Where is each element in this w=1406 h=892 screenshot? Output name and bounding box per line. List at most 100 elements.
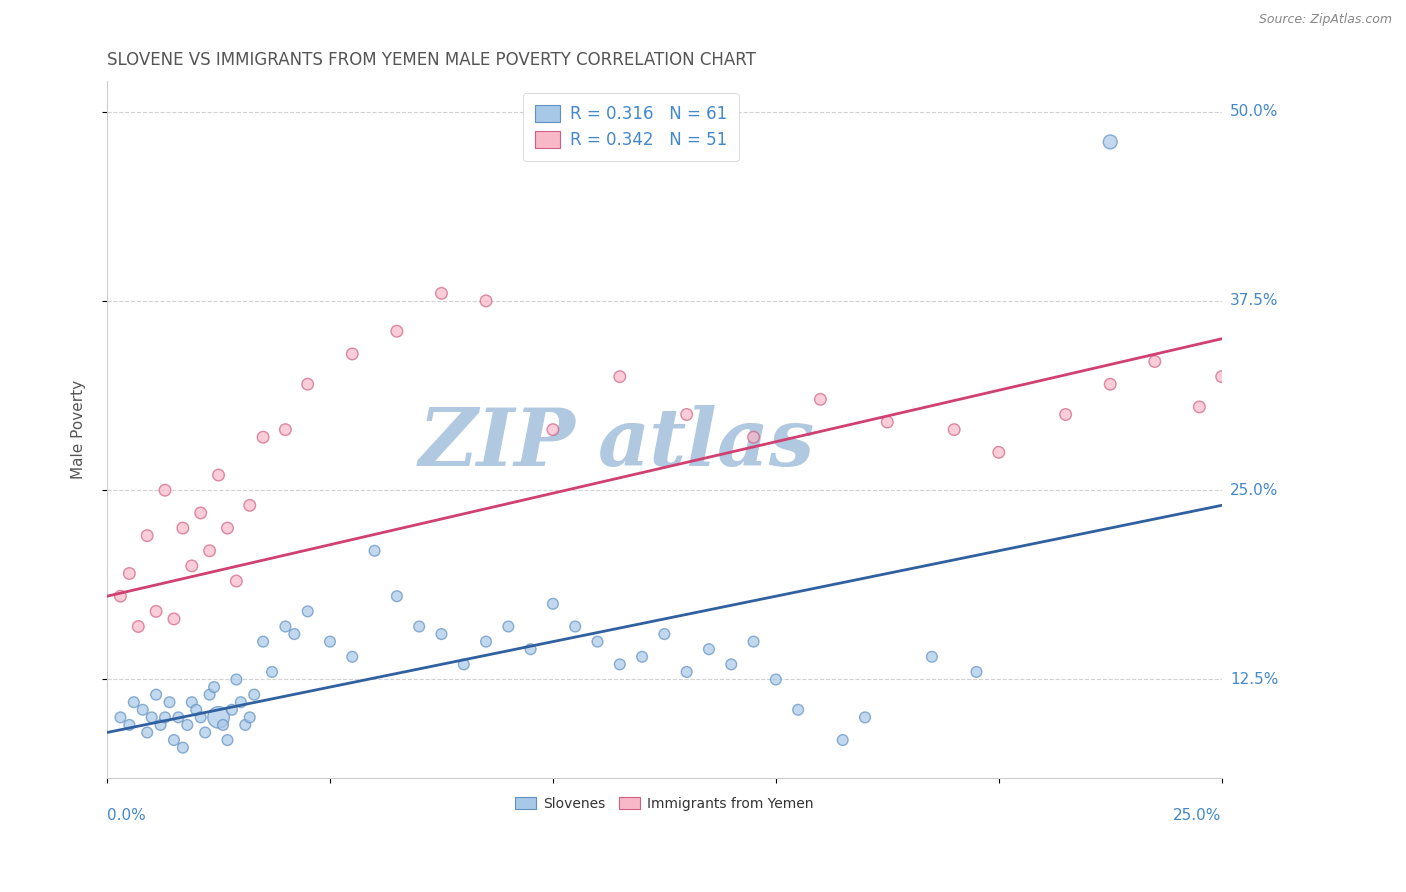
Point [132,703,155,717]
Point [118,566,141,581]
Point [212,718,235,732]
Point [609,369,631,384]
Point [430,627,453,641]
Point [765,673,787,687]
Point [136,725,159,739]
Point [342,649,364,664]
Text: 37.5%: 37.5% [1230,293,1278,309]
Point [1367,293,1389,308]
Point [1099,135,1122,149]
Point [207,468,229,483]
Point [207,710,229,724]
Text: SLOVENE VS IMMIGRANTS FROM YEMEN MALE POVERTY CORRELATION CHART: SLOVENE VS IMMIGRANTS FROM YEMEN MALE PO… [107,51,756,69]
Point [136,528,159,542]
Text: 25.0%: 25.0% [1174,808,1222,823]
Point [921,649,943,664]
Point [176,718,198,732]
Point [675,408,697,422]
Text: 0.0%: 0.0% [107,808,146,823]
Point [475,293,498,308]
Point [198,543,221,558]
Point [654,627,676,641]
Point [742,430,765,444]
Point [167,710,190,724]
Point [283,627,305,641]
Point [430,286,453,301]
Point [202,680,225,694]
Text: atlas: atlas [598,405,815,483]
Point [498,619,520,633]
Point [217,733,239,747]
Point [141,710,163,724]
Point [163,612,186,626]
Point [233,718,256,732]
Point [586,634,609,648]
Point [943,423,966,437]
Point [153,710,176,724]
Point [519,642,541,657]
Point [1211,369,1233,384]
Point [110,589,132,603]
Point [1277,317,1299,331]
Point [274,619,297,633]
Point [225,574,247,588]
Point [1233,438,1256,452]
Point [110,710,132,724]
Point [243,688,266,702]
Point [541,423,564,437]
Point [1322,278,1344,293]
Point [1256,347,1278,361]
Point [475,634,498,648]
Point [149,718,172,732]
Point [172,740,194,755]
Point [876,415,898,429]
Text: 50.0%: 50.0% [1230,104,1278,120]
Point [1299,271,1322,285]
Y-axis label: Male Poverty: Male Poverty [72,380,86,479]
Point [697,642,720,657]
Point [297,377,319,392]
Point [194,725,217,739]
Point [631,649,654,664]
Point [1054,408,1077,422]
Point [217,521,239,535]
Point [122,695,145,709]
Point [297,604,319,618]
Point [239,499,262,513]
Point [172,521,194,535]
Point [180,695,202,709]
Point [810,392,832,407]
Point [1344,241,1367,255]
Point [541,597,564,611]
Text: ZIP: ZIP [419,405,575,483]
Point [787,703,810,717]
Point [720,657,742,672]
Point [180,558,202,573]
Point [564,619,586,633]
Point [831,733,853,747]
Text: 25.0%: 25.0% [1230,483,1278,498]
Point [385,589,408,603]
Point [118,718,141,732]
Point [190,506,212,520]
Point [145,604,167,618]
Point [966,665,988,679]
Legend: Slovenes, Immigrants from Yemen: Slovenes, Immigrants from Yemen [510,791,820,816]
Point [274,423,297,437]
Point [225,673,247,687]
Point [609,657,631,672]
Point [742,634,765,648]
Point [163,733,186,747]
Point [385,324,408,338]
Point [1143,354,1166,368]
Point [675,665,697,679]
Point [342,347,364,361]
Point [198,688,221,702]
Point [127,619,149,633]
Point [145,688,167,702]
Text: 12.5%: 12.5% [1230,672,1278,687]
Text: Source: ZipAtlas.com: Source: ZipAtlas.com [1258,13,1392,27]
Point [1099,377,1122,392]
Point [319,634,342,648]
Point [453,657,475,672]
